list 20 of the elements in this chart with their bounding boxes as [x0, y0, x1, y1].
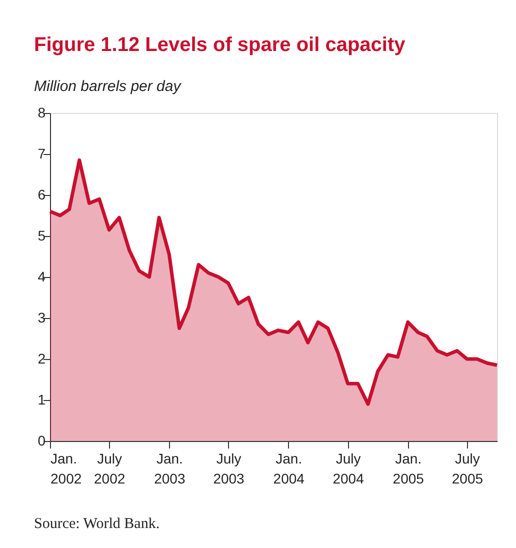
- y-axis-title: Million barrels per day: [34, 78, 182, 95]
- y-tick-label: 8: [38, 104, 46, 120]
- y-tick-label: 1: [38, 392, 46, 408]
- y-tick-label: 4: [38, 268, 46, 284]
- chart-title: Figure 1.12 Levels of spare oil capacity: [34, 34, 406, 56]
- x-tick-label: Jan. 2003: [154, 450, 186, 486]
- y-tick-label: 0: [38, 432, 46, 448]
- x-tick-label: Jan. 2004: [273, 450, 305, 486]
- y-tick-label: 5: [38, 228, 46, 244]
- y-tick-label: 2: [38, 350, 46, 366]
- x-tick-label: July 2004: [332, 450, 364, 486]
- y-tick-label: 6: [38, 186, 46, 202]
- x-tick-label: Jan. 2005: [392, 450, 424, 486]
- x-tick-label: July 2002: [94, 450, 126, 486]
- x-tick-label: July 2005: [452, 450, 484, 486]
- x-tick-label: July 2003: [213, 450, 245, 486]
- y-tick-label: 3: [38, 310, 46, 326]
- y-tick-label: 7: [38, 146, 46, 162]
- x-tick-label: Jan. 2002: [50, 450, 82, 486]
- source-note: Source: World Bank.: [34, 516, 160, 532]
